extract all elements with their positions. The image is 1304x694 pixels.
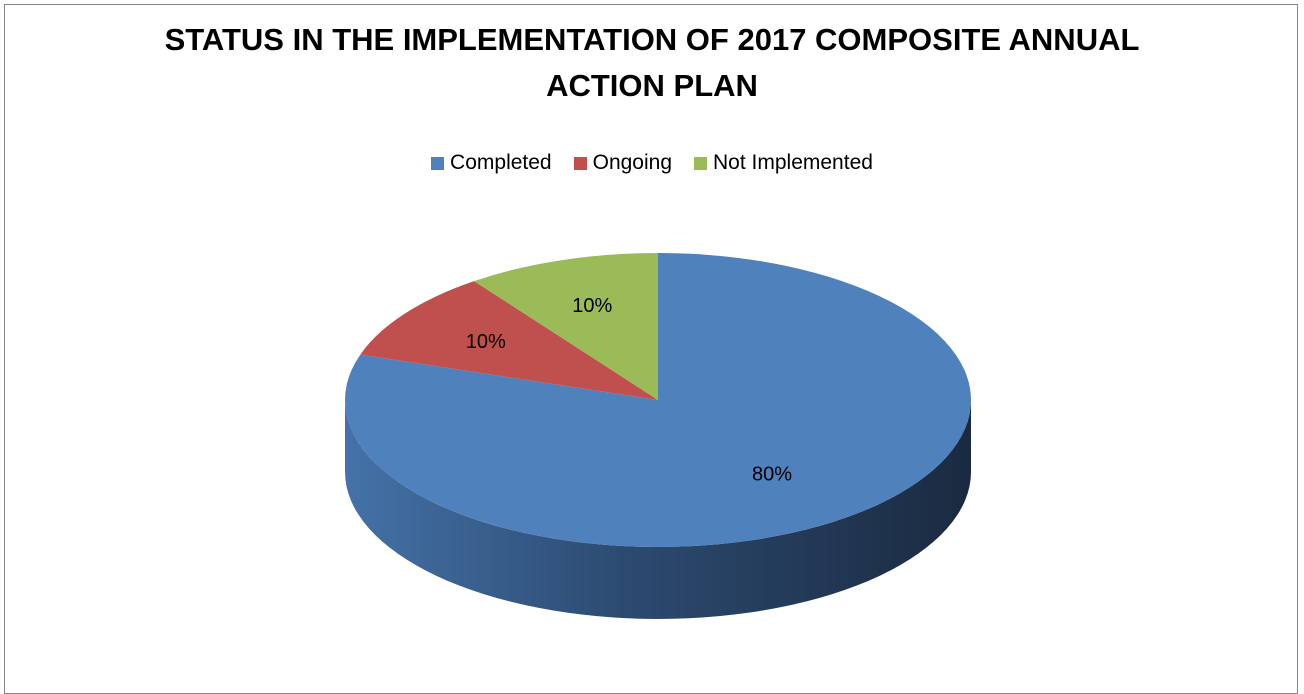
legend-swatch-ongoing [573,156,587,170]
chart-legend: Completed Ongoing Not Implemented [5,151,1299,175]
pie-slice-ongoing [360,281,658,400]
chart-area: STATUS IN THE IMPLEMENTATION OF 2017 COM… [4,4,1298,694]
legend-item-ongoing: Ongoing [573,151,673,175]
data-label-ongoing: 10% [466,331,506,353]
pie-data-labels: 80% 10% 10% [466,295,793,486]
chart-title-line-1: STATUS IN THE IMPLEMENTATION OF 2017 COM… [164,22,1140,57]
legend-swatch-not-implemented [694,156,708,170]
data-label-completed: 80% [752,464,792,486]
legend-swatch-completed [431,156,445,170]
pie-side-completed [345,400,971,619]
pie-plot: 80% 10% 10% [345,253,971,619]
legend-label-ongoing: Ongoing [592,151,673,174]
pie-slice-not-implemented [474,253,658,400]
chart-title-line-2: ACTION PLAN [546,68,758,103]
legend-item-not-implemented: Not Implemented [694,151,873,175]
legend-item-completed: Completed [431,151,552,175]
chart-title: STATUS IN THE IMPLEMENTATION OF 2017 COM… [5,17,1299,109]
data-label-not-implemented: 10% [572,295,612,317]
pie-slices [345,253,971,547]
legend-label-not-implemented: Not Implemented [713,151,873,174]
legend-label-completed: Completed [450,151,552,174]
pie-sides [345,400,971,619]
